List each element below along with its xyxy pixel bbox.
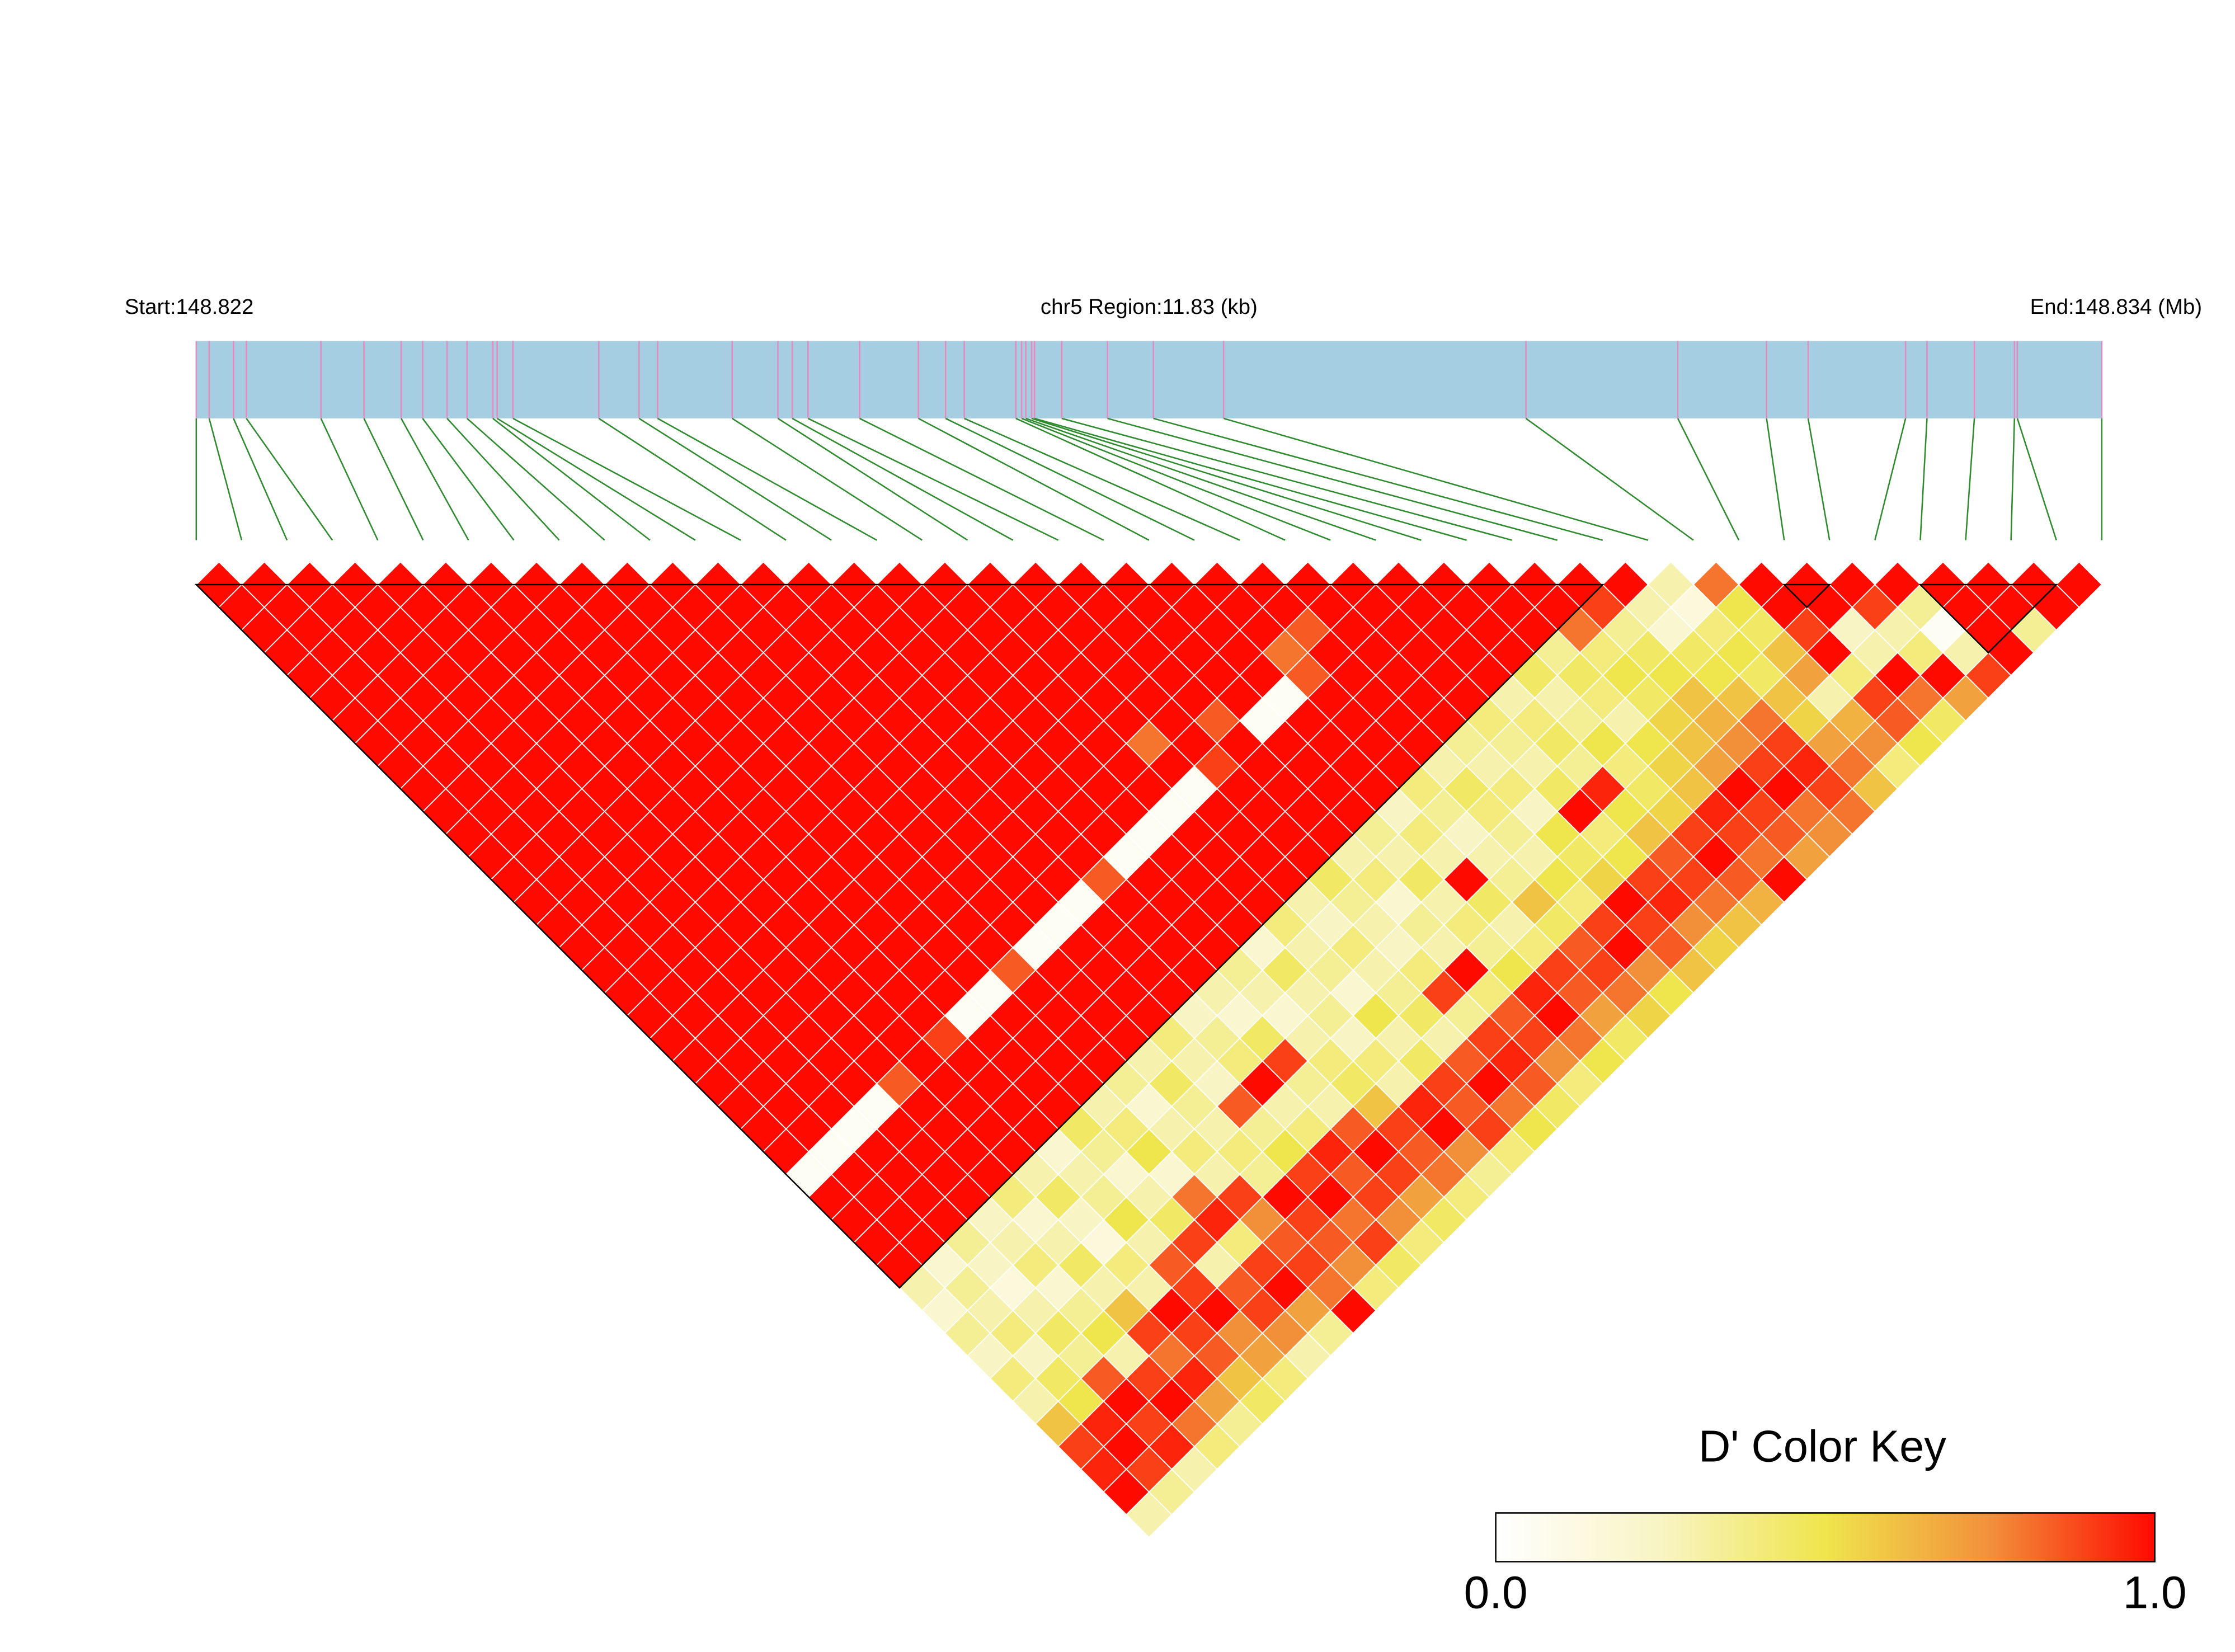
start-label: Start:148.822 (125, 295, 254, 319)
snp-connector (1015, 417, 1286, 541)
genome-bar (196, 341, 2102, 418)
snp-connector (1874, 418, 1907, 540)
snp-connector (496, 417, 696, 541)
color-key (1495, 1512, 2156, 1562)
snp-connector (1525, 417, 1694, 541)
ld-cell (2055, 561, 2103, 608)
snp-connector (917, 417, 1150, 541)
snp-connector (400, 418, 469, 541)
snp-connector (657, 417, 877, 541)
key-title: D' Color Key (1698, 1422, 1946, 1471)
snp-connector (1034, 417, 1467, 541)
snp-connector (320, 418, 379, 541)
snp-connector (964, 417, 1240, 541)
snp-connector (1153, 417, 1603, 541)
snp-connector (777, 417, 968, 541)
snp-connector (1223, 417, 1649, 541)
key-tick-label: 0.0 (1464, 1568, 1528, 1618)
snp-connector (598, 417, 787, 541)
snp-connector (466, 417, 605, 541)
snp-connector (1919, 418, 1928, 540)
snp-connector (792, 417, 1014, 541)
snp-connector (1025, 417, 1376, 541)
snp-connector (732, 417, 923, 541)
snp-connector (945, 417, 1195, 541)
snp-connector (246, 418, 333, 541)
snp-connector (1807, 418, 1831, 540)
snp-connector (1107, 417, 1558, 541)
snp-connector (2010, 418, 2016, 540)
end-label: End:148.834 (Mb) (2030, 295, 2202, 319)
snp-connector (363, 418, 424, 541)
snp-connector (859, 417, 1104, 541)
snp-connector (1766, 418, 1785, 540)
ld-block-outline (1782, 583, 1832, 609)
snp-connector (1021, 417, 1331, 541)
snp-connector (1031, 417, 1422, 541)
ld-block-outline (1918, 583, 2058, 654)
snp-connector (208, 418, 243, 540)
ld-block-outline (194, 583, 1605, 1289)
snp-connector (422, 418, 515, 541)
snp-connector (807, 417, 1059, 541)
snp-connector (492, 417, 651, 541)
snp-connector (512, 417, 741, 541)
snp-connector (1061, 417, 1512, 541)
snp-connector (638, 417, 832, 541)
snp-connector (446, 418, 560, 541)
snp-connector (1677, 418, 1740, 541)
snp-connector (2016, 418, 2057, 540)
snp-connector (1965, 418, 1975, 540)
key-tick-label: 1.0 (2123, 1568, 2187, 1618)
region-label: chr5 Region:11.83 (kb) (1041, 295, 1258, 319)
snp-connector (233, 418, 288, 541)
